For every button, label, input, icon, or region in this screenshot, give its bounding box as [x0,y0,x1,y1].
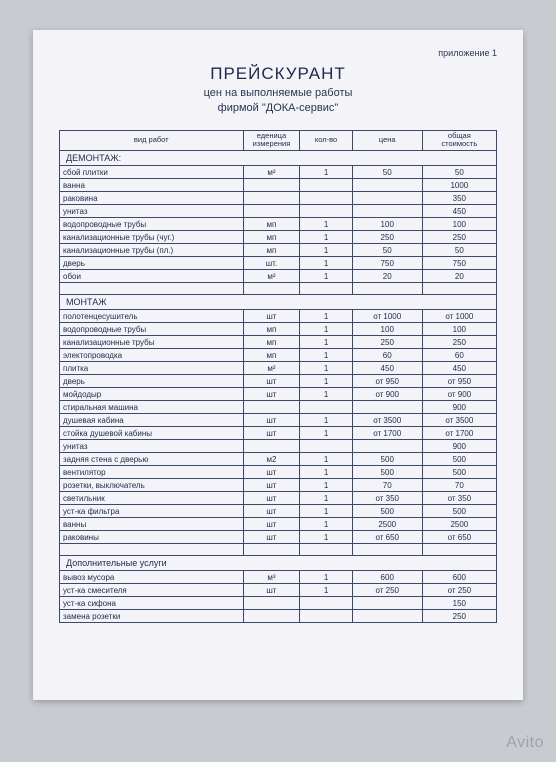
table-row: вывоз мусорам³1600600 [60,571,497,584]
subtitle-line-1: цен на выполняемые работы [59,86,497,101]
table-row: канализационные трубы (чуг.)мп1250250 [60,231,497,244]
table-row: водопроводные трубымп1100100 [60,323,497,336]
price-table: вид работ еденица измерения кол-во цена … [59,130,497,624]
table-row: дверьшт1от 950от 950 [60,375,497,388]
page-title: ПРЕЙСКУРАНТ [59,64,497,84]
table-row: унитаз900 [60,440,497,453]
spacer-row [60,283,497,295]
section-header: Дополнительные услуги [60,556,497,571]
table-row: вентиляторшт1500500 [60,466,497,479]
table-row: плиткам²1450450 [60,362,497,375]
table-row: раковина350 [60,192,497,205]
document-page: приложение 1 ПРЕЙСКУРАНТ цен на выполняе… [33,30,523,700]
table-row: розетки, выключательшт17070 [60,479,497,492]
col-total: общая стоимость [422,130,496,151]
table-row: дверьшт.1750750 [60,257,497,270]
table-row: душевая кабинашт1от 3500от 3500 [60,414,497,427]
watermark: Avito [506,734,544,752]
table-row: светильникшт1от 350от 350 [60,492,497,505]
table-row: канализационные трубы (пл.)мп15050 [60,244,497,257]
table-row: полотенцесушительшт1от 1000от 1000 [60,310,497,323]
table-row: ванна1000 [60,179,497,192]
table-row: электопроводкамп16060 [60,349,497,362]
table-row: ваннышт125002500 [60,518,497,531]
section-header: МОНТАЖ [60,295,497,310]
col-price: цена [352,130,422,151]
spacer-row [60,544,497,556]
table-row: раковинышт1от 650от 650 [60,531,497,544]
table-row: стиральная машина900 [60,401,497,414]
table-header-row: вид работ еденица измерения кол-во цена … [60,130,497,151]
table-row: унитаз450 [60,205,497,218]
table-row: уст-ка сифона150 [60,597,497,610]
table-row: уст-ка смесителяшт1от 250от 250 [60,584,497,597]
table-row: замена розетки250 [60,610,497,623]
col-work-type: вид работ [60,130,244,151]
table-row: сбой плитким²15050 [60,166,497,179]
section-header: ДЕМОНТАЖ: [60,151,497,166]
appendix-label: приложение 1 [59,48,497,58]
col-unit: еденица измерения [243,130,300,151]
subtitle-line-2: фирмой "ДОКА-сервис" [59,101,497,116]
table-row: мойдодыршт1от 900от 900 [60,388,497,401]
table-row: стойка душевой кабинышт1от 1700от 1700 [60,427,497,440]
table-row: задняя стена с дверьюм21500500 [60,453,497,466]
table-row: водопроводные трубымп1100100 [60,218,497,231]
table-row: обоим²12020 [60,270,497,283]
table-row: уст-ка фильтрашт1500500 [60,505,497,518]
col-qty: кол-во [300,130,352,151]
table-row: канализационные трубымп1250250 [60,336,497,349]
